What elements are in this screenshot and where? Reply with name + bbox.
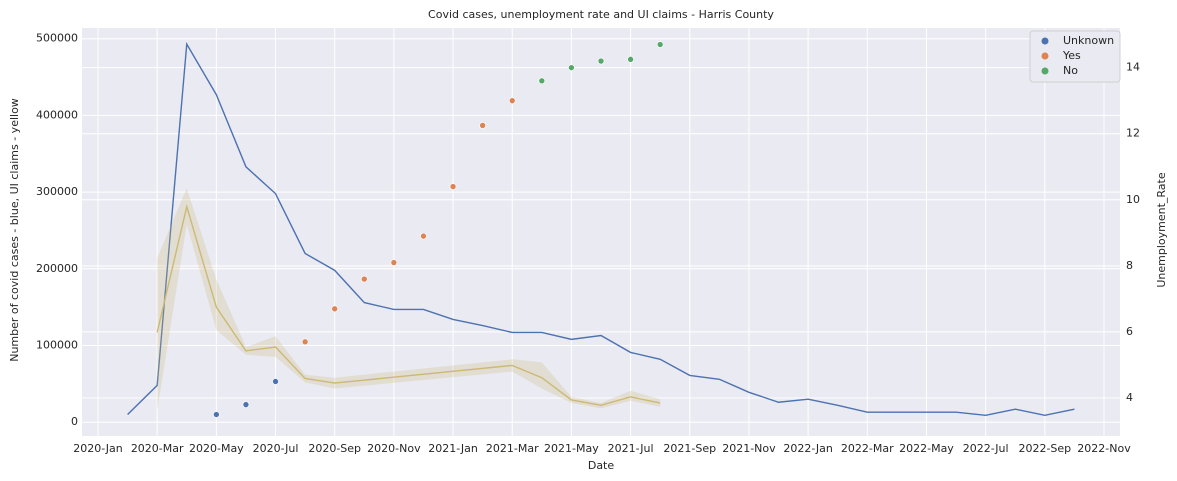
x-tick-label: 2021-May [544, 442, 599, 455]
y2-tick-label: 4 [1126, 391, 1133, 404]
legend-marker [1041, 52, 1049, 60]
y-tick-label: 0 [71, 415, 78, 428]
data-line [127, 41, 1075, 417]
scatter-point [301, 338, 309, 346]
x-tick-label: 2020-Mar [131, 442, 184, 455]
x-tick-label: 2022-Sep [1018, 442, 1071, 455]
x-tick-label: 2020-Sep [308, 442, 361, 455]
x-tick-label: 2022-Nov [1077, 442, 1131, 455]
x-tick-label: 2022-Jan [783, 442, 833, 455]
x-tick-label: 2021-Nov [722, 442, 776, 455]
scatter-point [390, 259, 398, 266]
scatter-point [449, 183, 457, 190]
x-tick-label: 2020-Jan [73, 442, 123, 455]
y-tick-label: 500000 [36, 32, 78, 45]
x-tick-label: 2020-May [189, 442, 244, 455]
x-tick-label: 2022-Mar [841, 442, 894, 455]
chart-title: Covid cases, unemployment rate and UI cl… [428, 8, 774, 21]
y2-tick-label: 10 [1126, 193, 1140, 206]
x-tick-label: 2021-Jan [428, 442, 478, 455]
y-tick-label: 400000 [36, 108, 78, 121]
scatter-point [627, 56, 634, 63]
x-tick-label: 2020-Nov [367, 442, 421, 455]
x-tick-label: 2021-Sep [663, 442, 716, 455]
x-tick-label: 2020-Jul [253, 442, 299, 455]
y2-tick-label: 8 [1126, 259, 1133, 272]
scatter-point [213, 411, 220, 418]
scatter-point [242, 401, 250, 408]
y2-tick-label: 6 [1126, 325, 1133, 338]
plot-area [82, 28, 1120, 436]
scatter-point [538, 77, 546, 85]
x-tick-label: 2021-Mar [486, 442, 539, 455]
legend-label: Yes [1062, 49, 1081, 62]
y2-tick-label: 14 [1126, 61, 1140, 74]
scatter-point [331, 305, 339, 313]
legend-marker [1041, 37, 1049, 45]
y-tick-label: 100000 [36, 339, 78, 352]
scatter-point [656, 41, 664, 48]
scatter-point [508, 97, 516, 104]
scatter-point [597, 57, 605, 65]
scatter-point [420, 232, 427, 240]
x-tick-label: 2022-May [899, 442, 954, 455]
legend-box [1029, 30, 1121, 83]
scatter-point [568, 64, 575, 71]
y-tick-label: 300000 [36, 185, 78, 198]
x-tick-label: 2022-Jul [963, 442, 1009, 455]
scatter-point [479, 122, 486, 129]
legend-label: No [1063, 64, 1078, 77]
legend-label: Unknown [1063, 34, 1114, 47]
scatter-point [272, 378, 279, 385]
legend: Unknown Yes No [1029, 30, 1121, 83]
y-tick-label: 200000 [36, 262, 78, 275]
y2-tick-label: 12 [1126, 127, 1140, 140]
scatter-point [360, 275, 368, 283]
data-line [156, 203, 661, 407]
y-axis-label: Number of covid cases - blue, UI claims … [8, 98, 21, 362]
x-axis-label: Date [588, 459, 615, 472]
x-tick-label: 2021-Jul [608, 442, 654, 455]
y2-axis-label: Unemployment_Rate [1155, 172, 1168, 288]
legend-marker [1041, 67, 1049, 75]
